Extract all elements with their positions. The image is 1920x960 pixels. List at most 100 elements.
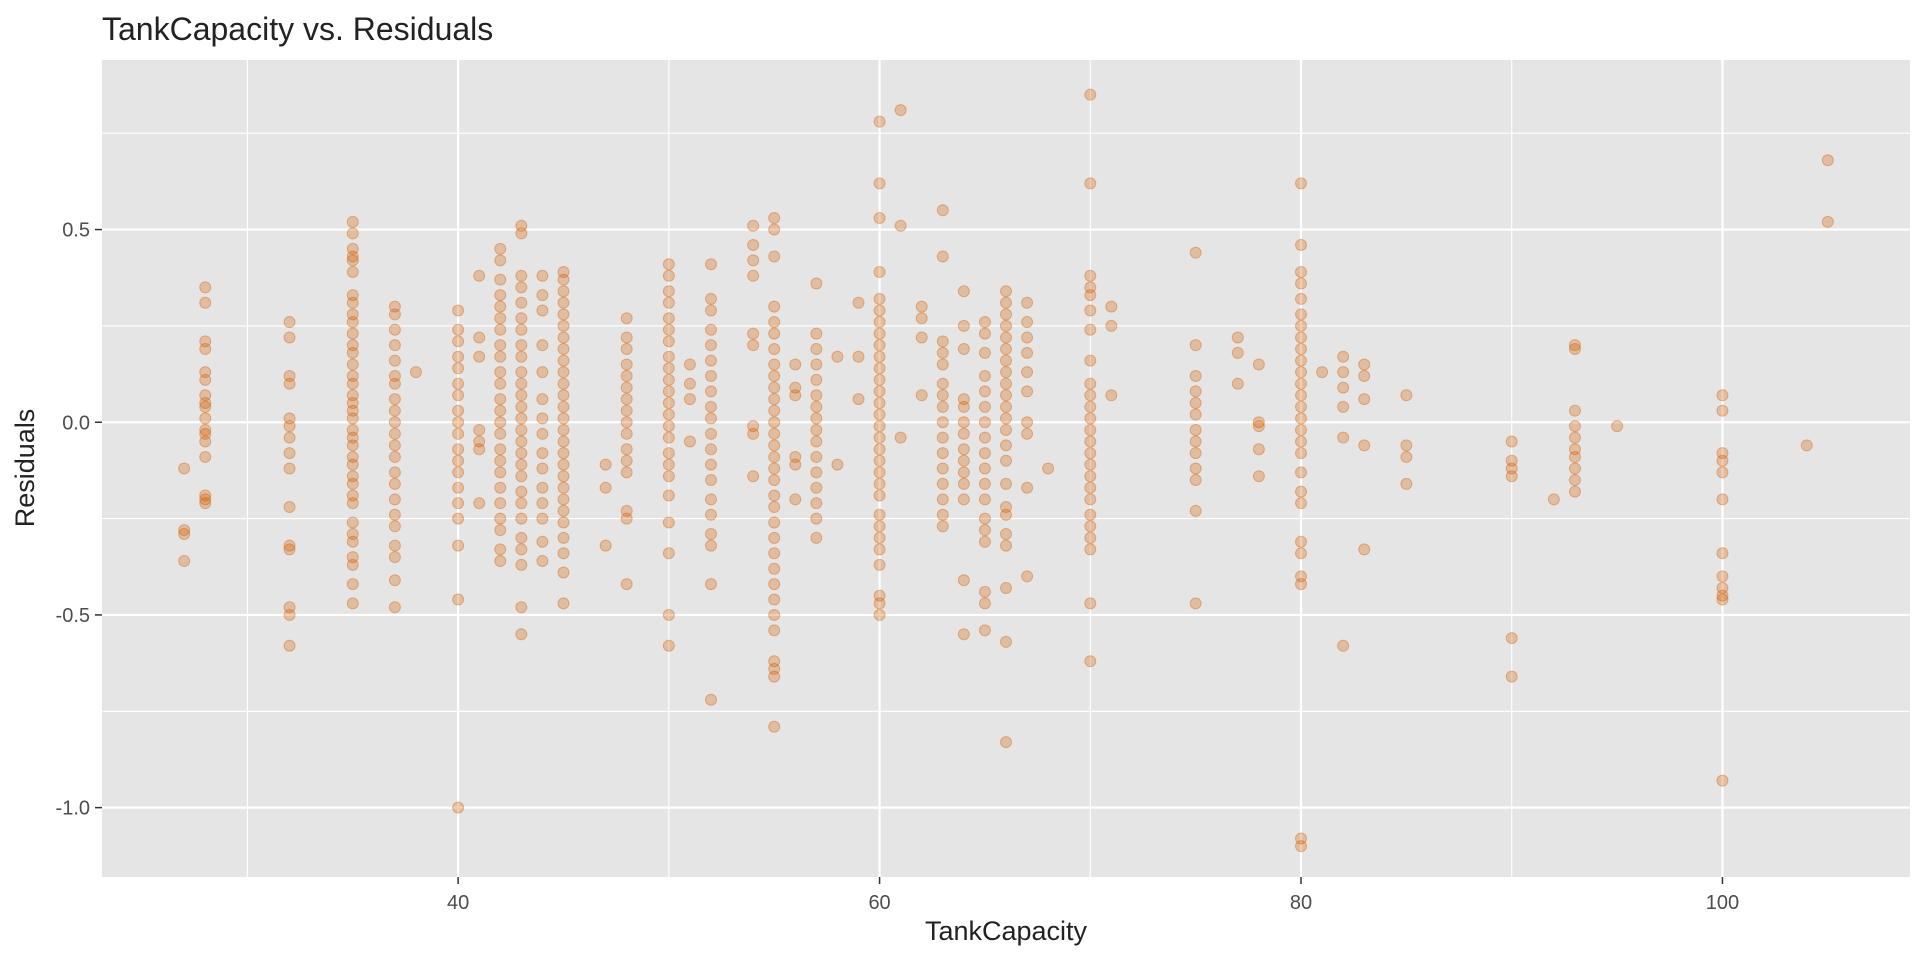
data-point: [704, 304, 717, 317]
data-point: [1189, 408, 1202, 421]
data-point: [515, 296, 528, 309]
data-point: [515, 400, 528, 413]
data-point: [957, 393, 970, 406]
data-point: [494, 339, 507, 352]
data-point: [1547, 493, 1560, 506]
data-point: [810, 412, 823, 425]
data-point: [1084, 597, 1097, 610]
data-point: [1611, 420, 1624, 433]
data-point: [1295, 265, 1308, 278]
data-point: [936, 508, 949, 521]
data-point: [515, 497, 528, 510]
data-point: [346, 551, 359, 564]
data-point: [515, 423, 528, 436]
data-point: [704, 508, 717, 521]
data-point: [1337, 431, 1350, 444]
data-point: [557, 531, 570, 544]
data-point: [1189, 447, 1202, 460]
data-point: [1295, 277, 1308, 290]
data-point: [515, 512, 528, 525]
data-point: [978, 346, 991, 359]
data-point: [515, 323, 528, 336]
data-point: [747, 420, 760, 433]
data-point: [1295, 578, 1308, 591]
data-point: [536, 535, 549, 548]
data-point: [283, 601, 296, 614]
data-point: [1295, 354, 1308, 367]
data-point: [388, 370, 401, 383]
data-point: [283, 370, 296, 383]
data-point: [704, 400, 717, 413]
data-point: [768, 343, 781, 356]
data-point: [515, 458, 528, 471]
data-point: [346, 396, 359, 409]
x-tick-label: 100: [1706, 892, 1739, 914]
data-point: [768, 450, 781, 463]
chart-title: TankCapacity vs. Residuals: [102, 11, 493, 47]
data-point: [1231, 346, 1244, 359]
data-point: [346, 296, 359, 309]
data-point: [662, 639, 675, 652]
data-point: [557, 516, 570, 529]
data-point: [1000, 377, 1012, 390]
data-point: [873, 477, 886, 490]
data-point: [810, 327, 823, 340]
data-point: [178, 528, 191, 541]
data-point: [1295, 570, 1308, 583]
data-point: [683, 393, 696, 406]
data-point: [1252, 443, 1265, 456]
data-point: [1400, 477, 1413, 490]
data-point: [283, 331, 296, 344]
data-point: [199, 489, 212, 502]
data-point: [494, 350, 507, 363]
data-point: [662, 447, 675, 460]
y-tick-label: 0.0: [62, 412, 90, 434]
data-point: [199, 427, 212, 440]
data-point: [810, 512, 823, 525]
data-point: [1084, 508, 1097, 521]
data-point: [768, 358, 781, 371]
data-point: [1568, 420, 1581, 433]
data-point: [957, 443, 970, 456]
data-point: [452, 389, 465, 402]
data-point: [662, 547, 675, 560]
data-point: [536, 462, 549, 475]
data-point: [1189, 339, 1202, 352]
data-point: [978, 524, 991, 537]
data-point: [620, 312, 633, 325]
data-point: [936, 204, 949, 217]
data-point: [831, 350, 844, 363]
data-point: [346, 377, 359, 390]
data-point: [557, 377, 570, 390]
data-point: [768, 393, 781, 406]
data-point: [873, 327, 886, 340]
data-point: [768, 439, 781, 452]
data-point: [810, 481, 823, 494]
data-point: [620, 404, 633, 417]
data-point: [1252, 420, 1265, 433]
data-point: [1252, 470, 1265, 483]
data-point: [768, 562, 781, 575]
data-point: [831, 458, 844, 471]
data-point: [388, 300, 401, 313]
data-point: [494, 273, 507, 286]
data-point: [683, 435, 696, 448]
data-point: [346, 358, 359, 371]
data-point: [957, 493, 970, 506]
data-point: [1295, 377, 1308, 390]
data-point: [1084, 269, 1097, 282]
data-point: [978, 431, 991, 444]
data-point: [1000, 501, 1012, 514]
data-point: [789, 381, 802, 394]
x-tick-label: 40: [447, 892, 469, 914]
data-point: [515, 281, 528, 294]
data-point: [768, 624, 781, 637]
data-point: [557, 435, 570, 448]
data-point: [388, 427, 401, 440]
data-point: [704, 443, 717, 456]
data-point: [536, 481, 549, 494]
data-point: [1000, 439, 1012, 452]
data-point: [283, 608, 296, 621]
data-point: [1568, 462, 1581, 475]
data-point: [1084, 520, 1097, 533]
